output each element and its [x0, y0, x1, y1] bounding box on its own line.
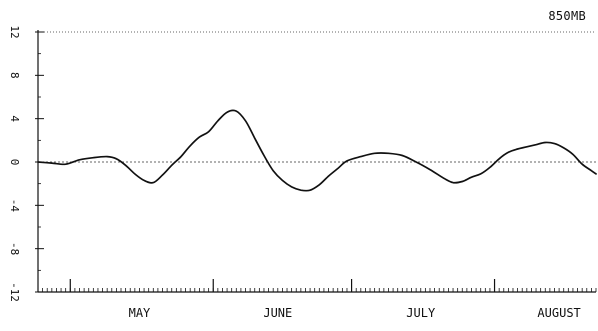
- y-tick-label--12: -12: [8, 282, 21, 302]
- y-tick-label-8: 8: [8, 72, 21, 79]
- series-line-0: [37, 109, 597, 192]
- y-tick-label-4: 4: [8, 115, 21, 122]
- y-tick-label--8: -8: [8, 242, 21, 255]
- x-month-label-july: JULY: [406, 306, 436, 320]
- x-month-label-may: MAY: [129, 306, 151, 320]
- x-month-label-august: AUGUST: [537, 306, 580, 320]
- y-tick-label-0: 0: [8, 159, 21, 166]
- y-tick-label-12: 12: [8, 25, 21, 38]
- chart-title: 850MB: [548, 9, 586, 23]
- y-tick-label--4: -4: [8, 199, 21, 213]
- x-month-label-june: JUNE: [263, 306, 292, 320]
